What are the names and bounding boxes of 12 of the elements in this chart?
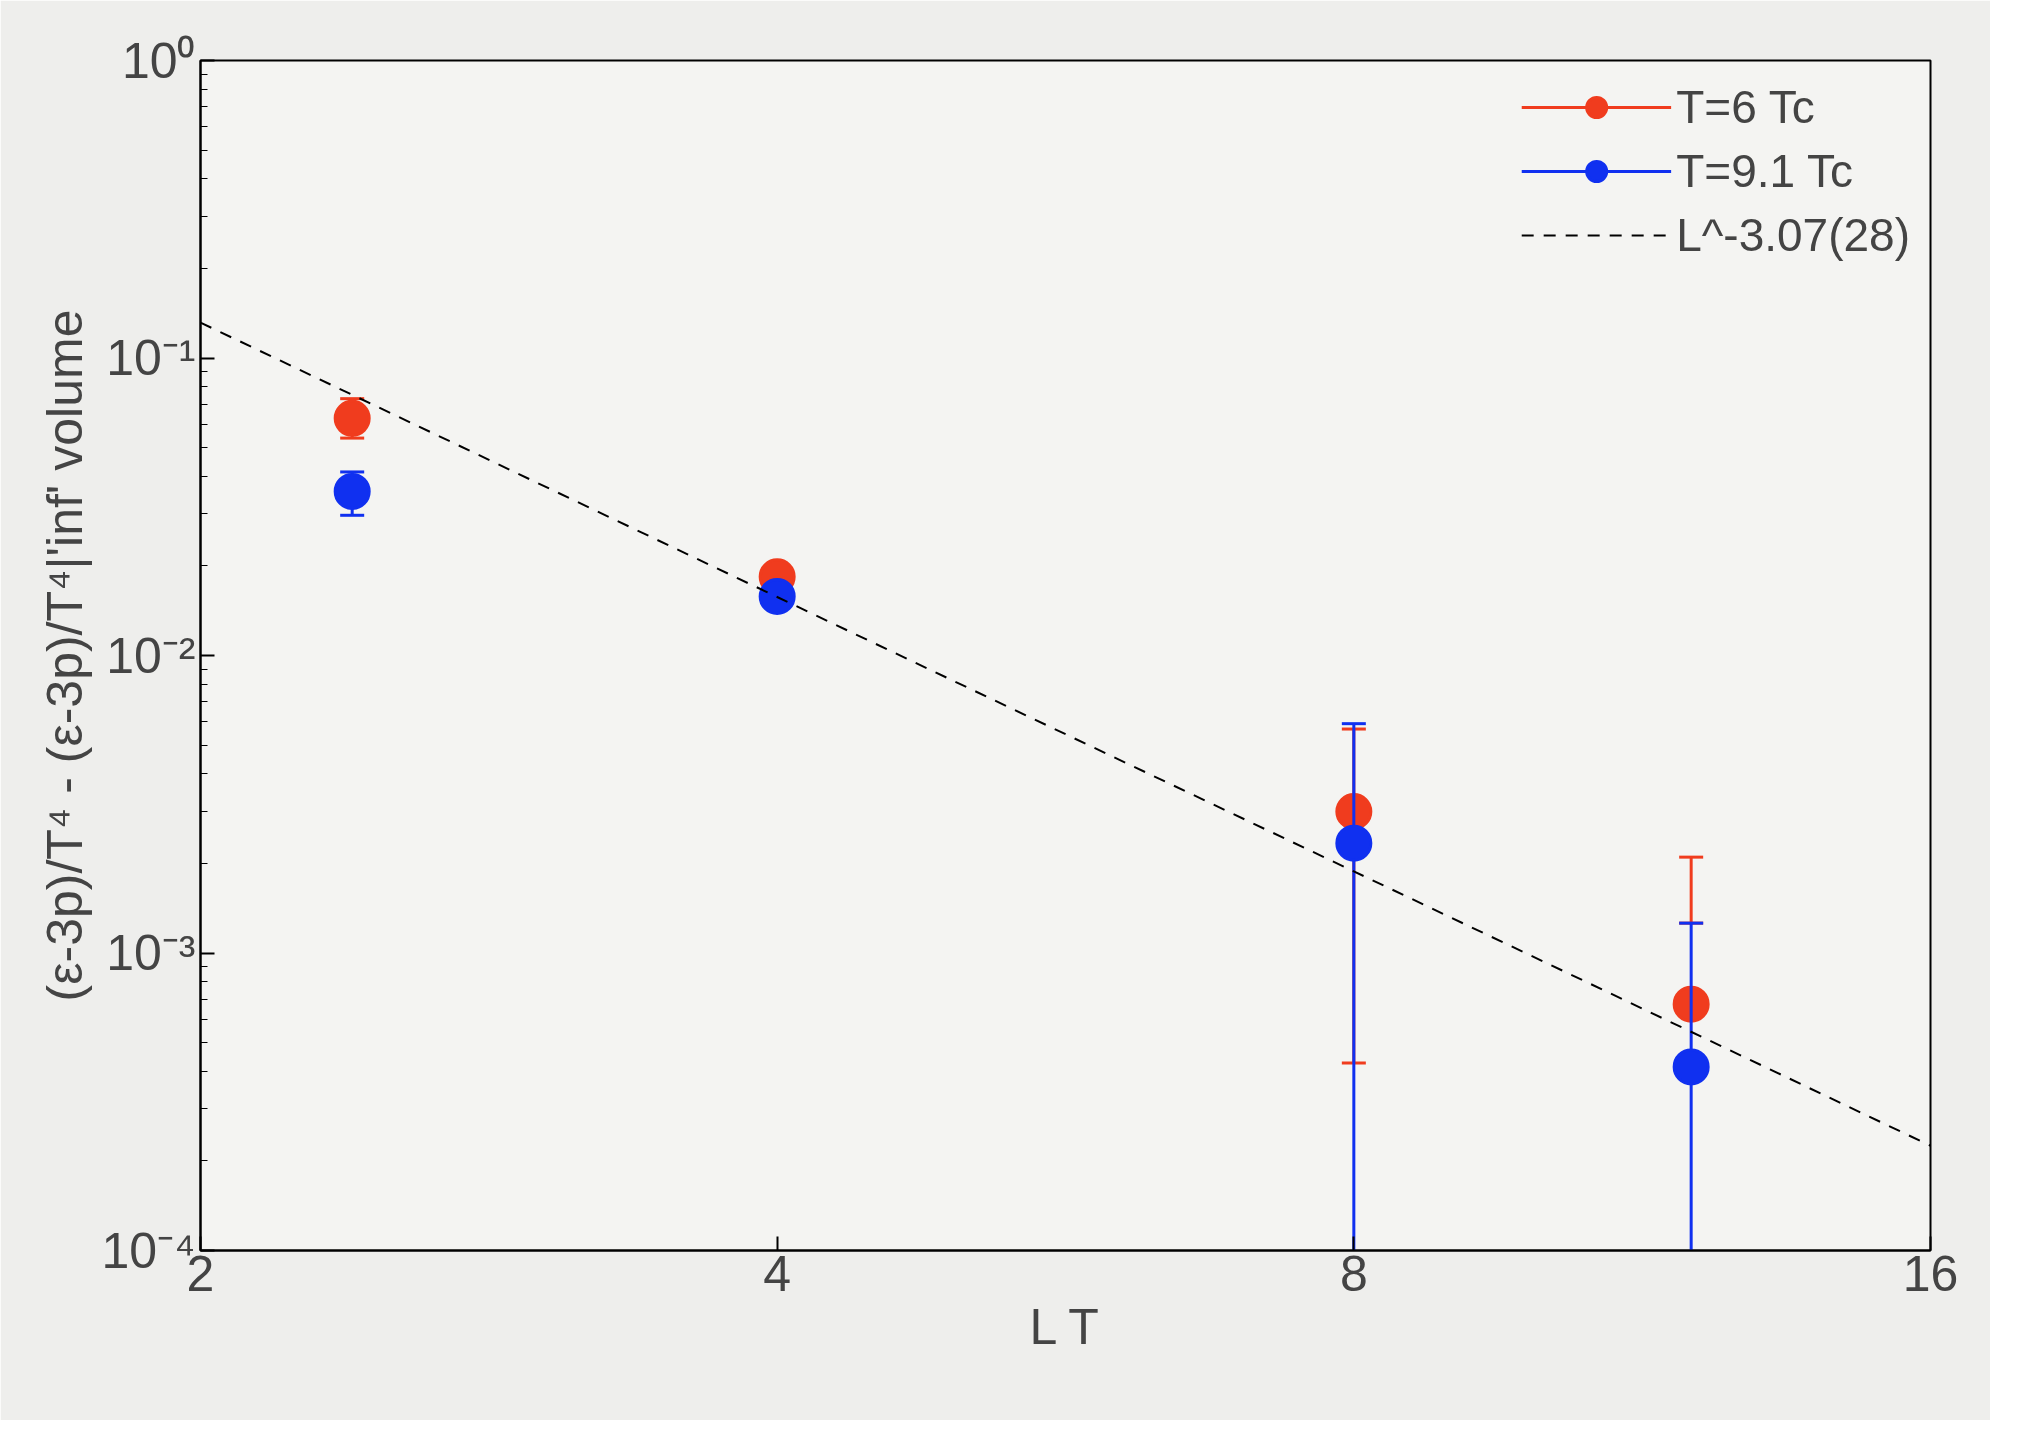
legend-label: T=9.1 Tc [1676, 144, 1854, 198]
y-tick-label: 10⁻² [106, 627, 196, 684]
x-tick-label: 8 [1339, 1245, 1368, 1302]
legend-label: L^-3.07(28) [1676, 208, 1910, 262]
x-tick-label: 4 [763, 1245, 792, 1302]
y-axis-title: (ε-3p)/T⁴ - (ε-3p)/T⁴|'inf' volume [37, 309, 94, 1002]
x-tick-label: 16 [1902, 1245, 1959, 1302]
x-axis-title: L T [1029, 1298, 1099, 1355]
y-tick-label: 10⁻¹ [106, 330, 196, 386]
y-tick-label: 10⁰ [121, 32, 196, 89]
y-tick-label: 10⁻³ [106, 925, 196, 981]
legend-label: T=6 Tc [1676, 80, 1815, 134]
